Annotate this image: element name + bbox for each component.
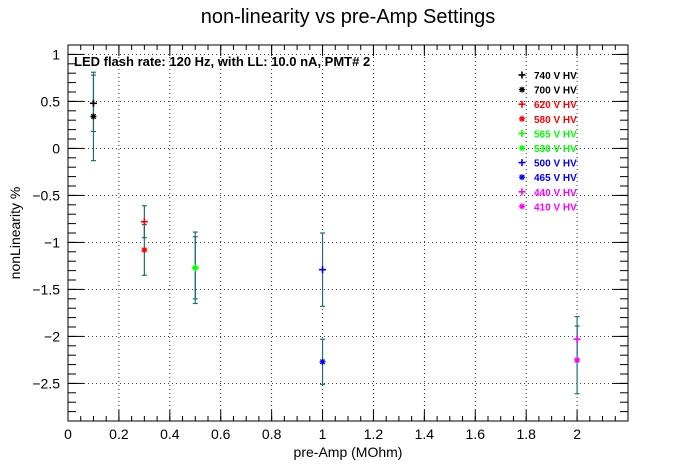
data-point — [90, 113, 97, 120]
y-tick-label: −0.5 — [32, 187, 60, 203]
y-tick-label: 0.5 — [41, 93, 61, 109]
legend-label: 700 V HV — [534, 86, 577, 97]
data-points — [89, 99, 581, 365]
chart-title: non-linearity vs pre-Amp Settings — [201, 6, 496, 28]
star-marker-stroke — [519, 145, 525, 151]
data-point — [140, 218, 148, 226]
data-point — [89, 99, 97, 107]
legend-entry: 440 V HV — [518, 188, 577, 199]
legend-entry: 700 V HV — [519, 86, 577, 97]
y-tick-label: −1.5 — [32, 281, 60, 297]
legend-marker — [519, 115, 525, 122]
star-marker-stroke — [574, 357, 580, 363]
y-tick-label: 0 — [52, 140, 60, 156]
x-tick-label: 1.6 — [466, 426, 486, 442]
x-tick-label: 0.2 — [109, 426, 129, 442]
legend-label: 620 V HV — [534, 100, 577, 111]
grid-lines — [67, 45, 628, 421]
y-tick-label: −2 — [44, 328, 60, 344]
legend-marker — [519, 203, 525, 210]
star-marker-stroke — [319, 359, 326, 365]
data-point — [319, 266, 327, 274]
legend-entry: 740 V HV — [518, 71, 577, 82]
x-axis-title: pre-Amp (MOhm) — [294, 444, 403, 460]
x-tick-label: 1 — [319, 426, 327, 442]
x-tick-label: 1.8 — [516, 426, 536, 442]
plot-frame — [67, 44, 629, 422]
star-marker-stroke — [519, 203, 525, 210]
legend-label: 740 V HV — [534, 71, 577, 82]
star-marker-stroke — [519, 86, 525, 93]
axis-ticks — [67, 44, 629, 421]
legend-entry: 530 V HV — [519, 144, 577, 155]
x-tick-label: 1.4 — [415, 426, 435, 442]
legend-label: 580 V HV — [534, 115, 577, 126]
legend-entry: 565 V HV — [518, 129, 577, 140]
star-marker-stroke — [192, 265, 198, 271]
legend-label: 500 V HV — [534, 159, 577, 170]
legend-marker — [518, 129, 526, 137]
legend-label: 410 V HV — [534, 202, 577, 213]
legend-marker — [518, 188, 526, 196]
legend-marker — [518, 71, 526, 79]
data-point — [319, 358, 326, 365]
x-tick-label: 2 — [573, 426, 581, 442]
legend-entry: 580 V HV — [519, 115, 577, 126]
legend-entry: 500 V HV — [518, 159, 577, 170]
run-annotation: LED flash rate: 120 Hz, with LL: 10.0 nA… — [74, 54, 370, 69]
x-tick-label: 0.8 — [262, 426, 282, 442]
legend-label: 530 V HV — [534, 144, 577, 155]
x-tick-label: 1.2 — [364, 426, 384, 442]
data-point — [192, 264, 199, 271]
data-point — [574, 356, 581, 363]
legend-label: 440 V HV — [534, 188, 577, 199]
y-axis-title: nonLinearity % — [7, 187, 23, 280]
legend-marker — [519, 174, 525, 181]
data-point — [573, 335, 581, 343]
star-marker-stroke — [519, 174, 525, 180]
x-tick-label: 0.6 — [211, 426, 231, 442]
legend-label: 565 V HV — [534, 129, 577, 140]
x-tick-label: 0.4 — [160, 426, 180, 442]
star-marker-stroke — [141, 247, 148, 253]
legend-entry: 410 V HV — [519, 202, 577, 213]
star-marker-stroke — [519, 116, 525, 122]
y-tick-label: 1 — [52, 46, 60, 62]
x-tick-labels: 0 0.2 0.4 0.6 0.8 1 1.2 1.4 1.6 1.8 2 — [64, 426, 581, 442]
y-tick-label: −2.5 — [32, 375, 60, 391]
y-tick-label: −1 — [44, 234, 60, 250]
legend-marker — [518, 159, 526, 167]
star-marker-stroke — [90, 113, 97, 120]
y-tick-labels: 1 0.5 0 −0.5 −1 −1.5 −2 −2.5 — [32, 46, 60, 391]
legend: 740 V HV 700 V HV 620 V HV 580 V HV 565 V HV… — [518, 71, 577, 213]
legend-marker — [519, 86, 525, 93]
legend-label: 465 V HV — [534, 173, 577, 184]
legend-entry: 620 V HV — [518, 100, 577, 111]
data-point — [141, 246, 148, 253]
x-tick-label: 0 — [64, 426, 72, 442]
legend-entry: 465 V HV — [519, 173, 577, 184]
legend-marker — [519, 145, 525, 151]
legend-marker — [518, 100, 526, 108]
